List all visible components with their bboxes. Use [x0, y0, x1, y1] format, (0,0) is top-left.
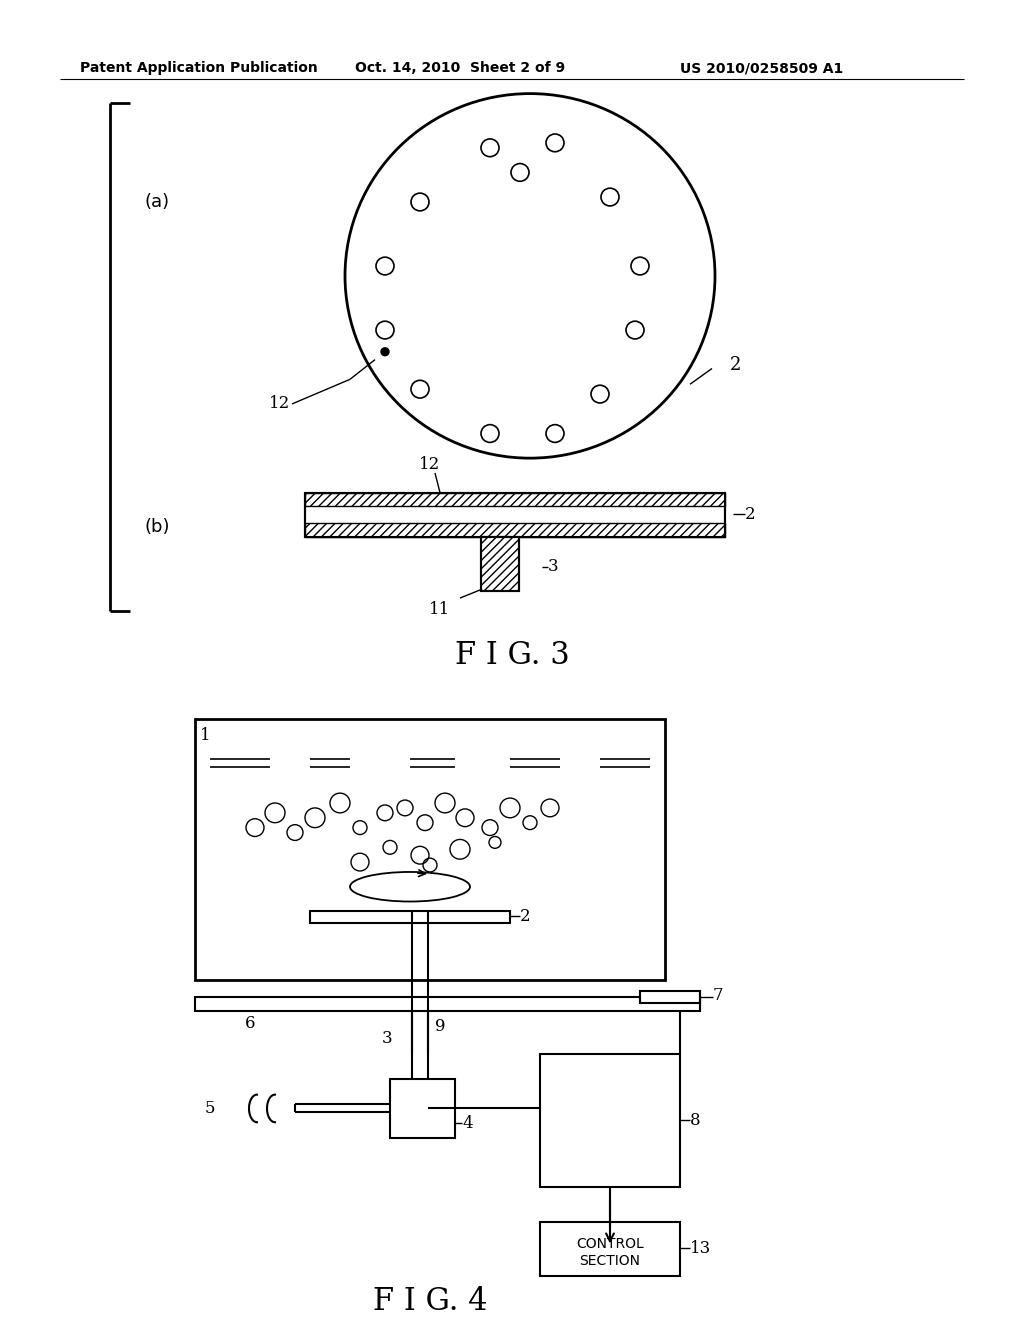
Bar — [305, 492, 725, 537]
Circle shape — [381, 347, 389, 355]
Text: 12: 12 — [420, 455, 440, 473]
Bar — [305, 492, 725, 537]
Text: CONTROL: CONTROL — [577, 1237, 644, 1251]
Bar — [481, 537, 519, 591]
Text: Patent Application Publication: Patent Application Publication — [80, 61, 317, 75]
Bar — [390, 1078, 455, 1138]
Text: SECTION: SECTION — [580, 1254, 640, 1269]
Text: 5: 5 — [205, 1100, 215, 1117]
Bar — [540, 1055, 680, 1187]
Text: F I G. 3: F I G. 3 — [455, 640, 569, 672]
Bar — [481, 537, 519, 591]
Text: F I G. 4: F I G. 4 — [373, 1286, 487, 1317]
Text: 12: 12 — [268, 396, 290, 412]
Bar — [310, 911, 510, 923]
Bar — [195, 719, 665, 981]
Text: 3: 3 — [548, 558, 559, 576]
Text: US 2010/0258509 A1: US 2010/0258509 A1 — [680, 61, 843, 75]
Text: 7: 7 — [713, 986, 724, 1003]
Bar — [640, 991, 700, 1003]
Text: 6: 6 — [245, 1015, 255, 1032]
Bar — [540, 1222, 680, 1276]
Text: (a): (a) — [145, 193, 170, 211]
Text: 13: 13 — [690, 1239, 712, 1257]
Text: (b): (b) — [145, 519, 171, 536]
Bar — [195, 997, 700, 1011]
Text: 2: 2 — [730, 355, 741, 374]
Text: 2: 2 — [745, 506, 756, 523]
Text: 4: 4 — [462, 1114, 473, 1131]
Text: Oct. 14, 2010  Sheet 2 of 9: Oct. 14, 2010 Sheet 2 of 9 — [355, 61, 565, 75]
Bar — [305, 523, 725, 537]
Text: 8: 8 — [690, 1111, 700, 1129]
Text: 9: 9 — [435, 1018, 445, 1035]
Text: 11: 11 — [429, 601, 451, 618]
Bar — [305, 492, 725, 507]
Text: 1: 1 — [200, 727, 211, 744]
Text: 2: 2 — [520, 908, 530, 925]
Text: 3: 3 — [381, 1030, 392, 1047]
